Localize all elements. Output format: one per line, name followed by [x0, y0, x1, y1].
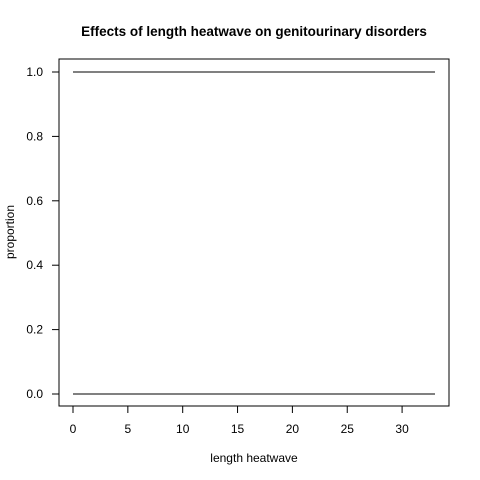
x-axis: 0 5 10 15 20 25 30 — [70, 405, 409, 436]
x-tick-label: 10 — [176, 422, 190, 436]
y-tick-label: 0.4 — [26, 258, 43, 272]
x-tick-label: 0 — [70, 422, 77, 436]
plot-frame — [58, 58, 450, 407]
x-tick-label: 5 — [125, 422, 132, 436]
series-layer — [73, 71, 435, 395]
y-tick-label: 0.2 — [26, 323, 43, 337]
x-tick-label: 30 — [395, 422, 409, 436]
y-tick-label: 1.0 — [26, 65, 43, 79]
x-tick-label: 25 — [341, 422, 355, 436]
y-tick-label: 0.8 — [26, 129, 43, 143]
y-tick-label: 0.0 — [26, 387, 43, 401]
x-axis-label: length heatwave — [210, 451, 298, 465]
y-axis: 0.0 0.2 0.4 0.6 0.8 1.0 — [26, 65, 60, 401]
chart-title: Effects of length heatwave on genitourin… — [81, 24, 427, 39]
x-tick-label: 15 — [231, 422, 245, 436]
y-axis-label: proportion — [3, 205, 17, 259]
y-tick-label: 0.6 — [26, 194, 43, 208]
x-tick-label: 20 — [286, 422, 300, 436]
